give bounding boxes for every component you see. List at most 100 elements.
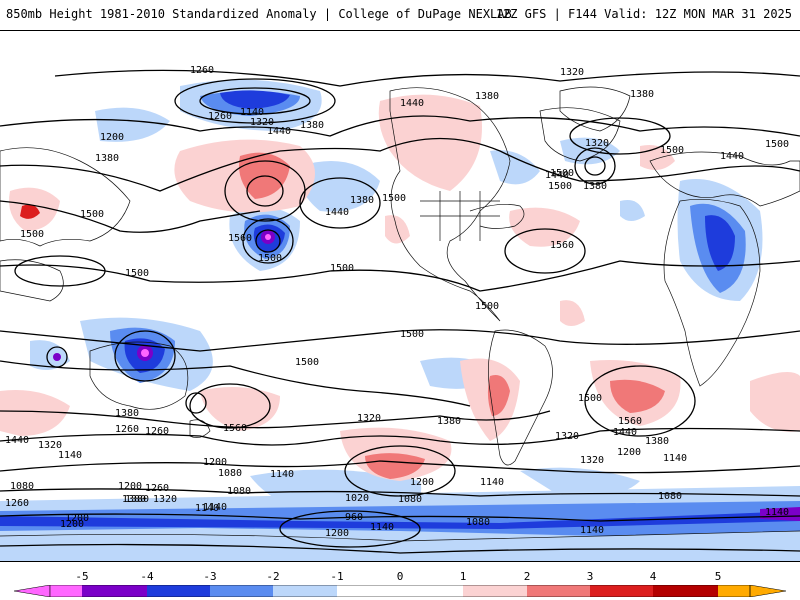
contour-label: 1500 (660, 145, 684, 156)
contour-label: 1140 (203, 502, 227, 513)
contour-label: 1440 (545, 170, 569, 181)
contour-label: 1140 (195, 503, 219, 514)
contour-label: 1500 (125, 268, 149, 279)
contour-label: 1380 (630, 89, 654, 100)
contour-label: 1200 (203, 457, 227, 468)
contour-label: 1500 (258, 253, 282, 264)
contour-label: 1260 (190, 65, 214, 76)
contour-label: 1020 (345, 493, 369, 504)
contour-label: 1560 (223, 423, 247, 434)
contour-label: 1500 (295, 357, 319, 368)
contour-label: 1440 (325, 207, 349, 218)
map-title: 850mb Height 1981-2010 Standardized Anom… (6, 7, 512, 21)
colorbar-swatch (653, 585, 718, 597)
contour-label: 1440 (400, 98, 424, 109)
colorbar-tick-label: -3 (203, 570, 217, 583)
colorbar-tick-label: -4 (140, 570, 154, 583)
colorbar-swatch (337, 585, 463, 597)
coastlines (0, 86, 800, 542)
contour-label: 1380 (95, 153, 119, 164)
contour-label: 1500 (578, 393, 602, 404)
contour-label: 1200 (410, 477, 434, 488)
contour-label: 1320 (38, 440, 62, 451)
contour-label: 1500 (550, 168, 574, 179)
contour-label: 1560 (618, 416, 642, 427)
contour-label: 1380 (125, 494, 149, 505)
contour-label: 1080 (658, 491, 682, 502)
colorbar-tick-label: 1 (459, 570, 467, 583)
map-svg: 1260 1320 1380 1140 1200 1260 1320 1380 … (0, 65, 800, 561)
contour-label: 1440 (720, 151, 744, 162)
contour-label: 1140 (240, 107, 264, 118)
contour-label: 1260 (145, 426, 169, 437)
contour-label: 1500 (330, 263, 354, 274)
contour-label: 1500 (20, 229, 44, 240)
contour-label: 1500 (400, 329, 424, 340)
model-valid-time: 12Z GFS | F144 Valid: 12Z MON MAR 31 202… (495, 7, 792, 21)
colorbar-swatch (718, 585, 750, 597)
contour-label: 1140 (58, 450, 82, 461)
colorbar-arrow-left (13, 585, 51, 597)
contour-label: 1380 (122, 494, 146, 505)
colorbar-frame (49, 585, 751, 597)
colorbar-tick-label: 2 (523, 570, 531, 583)
contour-label: 1200 (118, 481, 142, 492)
colorbar-swatch (147, 585, 210, 597)
contour-label: 1200 (60, 519, 84, 530)
colorbar-swatch (50, 585, 82, 597)
contour-label: 1080 (218, 468, 242, 479)
contour-label: 1140 (765, 507, 789, 518)
contour-label: 1380 (583, 181, 607, 192)
colorbar-tick-label: -1 (330, 570, 344, 583)
contour-label: 1140 (580, 525, 604, 536)
colorbar-swatch (463, 585, 527, 597)
contour-label: 1320 (580, 455, 604, 466)
contour-label: 1200 (65, 513, 89, 524)
contour-label: 1140 (370, 522, 394, 533)
contour-label: 1440 (5, 435, 29, 446)
contour-label: 1260 (208, 111, 232, 122)
contour-label: 1200 (325, 528, 349, 539)
contour-label: 1200 (100, 132, 124, 143)
contour-label: 1320 (555, 431, 579, 442)
colorbar-scale (13, 585, 787, 597)
contour-label: 1500 (548, 181, 572, 192)
contour-label: 1320 (357, 413, 381, 424)
contour-label: 1140 (480, 477, 504, 488)
colorbar-tick-label: -5 (75, 570, 89, 583)
contour-label: 1260 (145, 483, 169, 494)
anomaly-map: 1260 1320 1380 1140 1200 1260 1320 1380 … (0, 30, 800, 562)
contour-label: 1080 (10, 481, 34, 492)
contour-label: 960 (345, 512, 363, 523)
contour-label: 1500 (80, 209, 104, 220)
contour-label: 1200 (617, 447, 641, 458)
contour-label: 1560 (228, 233, 252, 244)
contour-label: 1440 (613, 427, 637, 438)
colorbar-swatch (527, 585, 590, 597)
colorbar-swatch (590, 585, 653, 597)
contour-label: 1380 (115, 408, 139, 419)
contour-label: 1140 (270, 469, 294, 480)
contour-label: 1380 (645, 436, 669, 447)
contour-label: 1260 (5, 498, 29, 509)
contour-label: 1080 (398, 494, 422, 505)
contour-label: 1320 (250, 117, 274, 128)
contour-label: 1380 (300, 120, 324, 131)
height-contours (0, 69, 800, 554)
contour-label: 1500 (765, 139, 789, 150)
positive-anomaly-strong (20, 204, 40, 219)
contour-label: 1500 (382, 193, 406, 204)
negative-anomaly-max (141, 234, 271, 357)
colorbar-swatch (273, 585, 337, 597)
contour-label: 1080 (227, 486, 251, 497)
contour-label: 1320 (560, 67, 584, 78)
colorbar-tick-label: 4 (649, 570, 657, 583)
colorbar: -5 -4 -3 -2 -1 0 1 2 3 4 5 (0, 570, 800, 600)
contour-label: 1380 (475, 91, 499, 102)
contour-label: 1320 (153, 494, 177, 505)
colorbar-tick-label: 5 (714, 570, 722, 583)
colorbar-tick-label: -2 (266, 570, 280, 583)
contour-label: 1380 (437, 416, 461, 427)
colorbar-tick-label: 3 (586, 570, 594, 583)
colorbar-arrow-right (749, 585, 787, 597)
